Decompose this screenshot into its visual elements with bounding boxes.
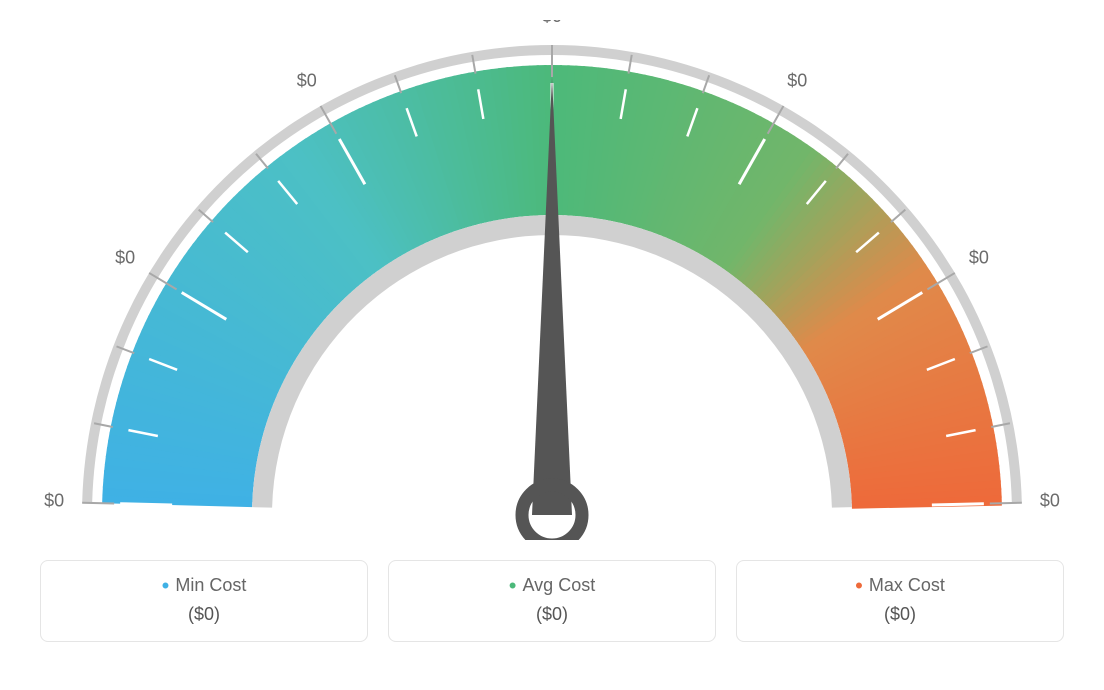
legend-row: •Min Cost ($0) •Avg Cost ($0) •Max Cost … [40, 560, 1064, 642]
legend-label-min: •Min Cost [53, 575, 355, 596]
legend-card-min: •Min Cost ($0) [40, 560, 368, 642]
gauge-scale-label: $0 [542, 20, 562, 26]
legend-dot-max: • [855, 573, 863, 598]
gauge-scale-label: $0 [969, 247, 989, 267]
gauge-scale-label: $0 [115, 247, 135, 267]
gauge-scale-label: $0 [44, 491, 64, 511]
gauge-svg: $0 $0 $0 $0 $0 $0 $0 [40, 20, 1064, 540]
legend-label-max: • Max Cost [749, 575, 1051, 596]
gauge-scale-label: $0 [787, 70, 807, 90]
legend-value-avg: ($0) [401, 604, 703, 625]
legend-card-max: • Max Cost ($0) [736, 560, 1064, 642]
legend-text-avg: Avg Cost [523, 575, 596, 595]
legend-value-min: ($0) [53, 604, 355, 625]
legend-value-max: ($0) [749, 604, 1051, 625]
legend-text-max: Max Cost [869, 575, 945, 595]
legend-dot-min: • [162, 573, 170, 598]
legend-text-min: Min Cost [175, 575, 246, 595]
legend-dot-avg: • [509, 573, 517, 598]
gauge-scale-label: $0 [1040, 491, 1060, 511]
cost-gauge-chart: $0 $0 $0 $0 $0 $0 $0 [40, 20, 1064, 540]
legend-label-avg: • Avg Cost [401, 575, 703, 596]
gauge-scale-label: $0 [297, 70, 317, 90]
legend-card-avg: • Avg Cost ($0) [388, 560, 716, 642]
